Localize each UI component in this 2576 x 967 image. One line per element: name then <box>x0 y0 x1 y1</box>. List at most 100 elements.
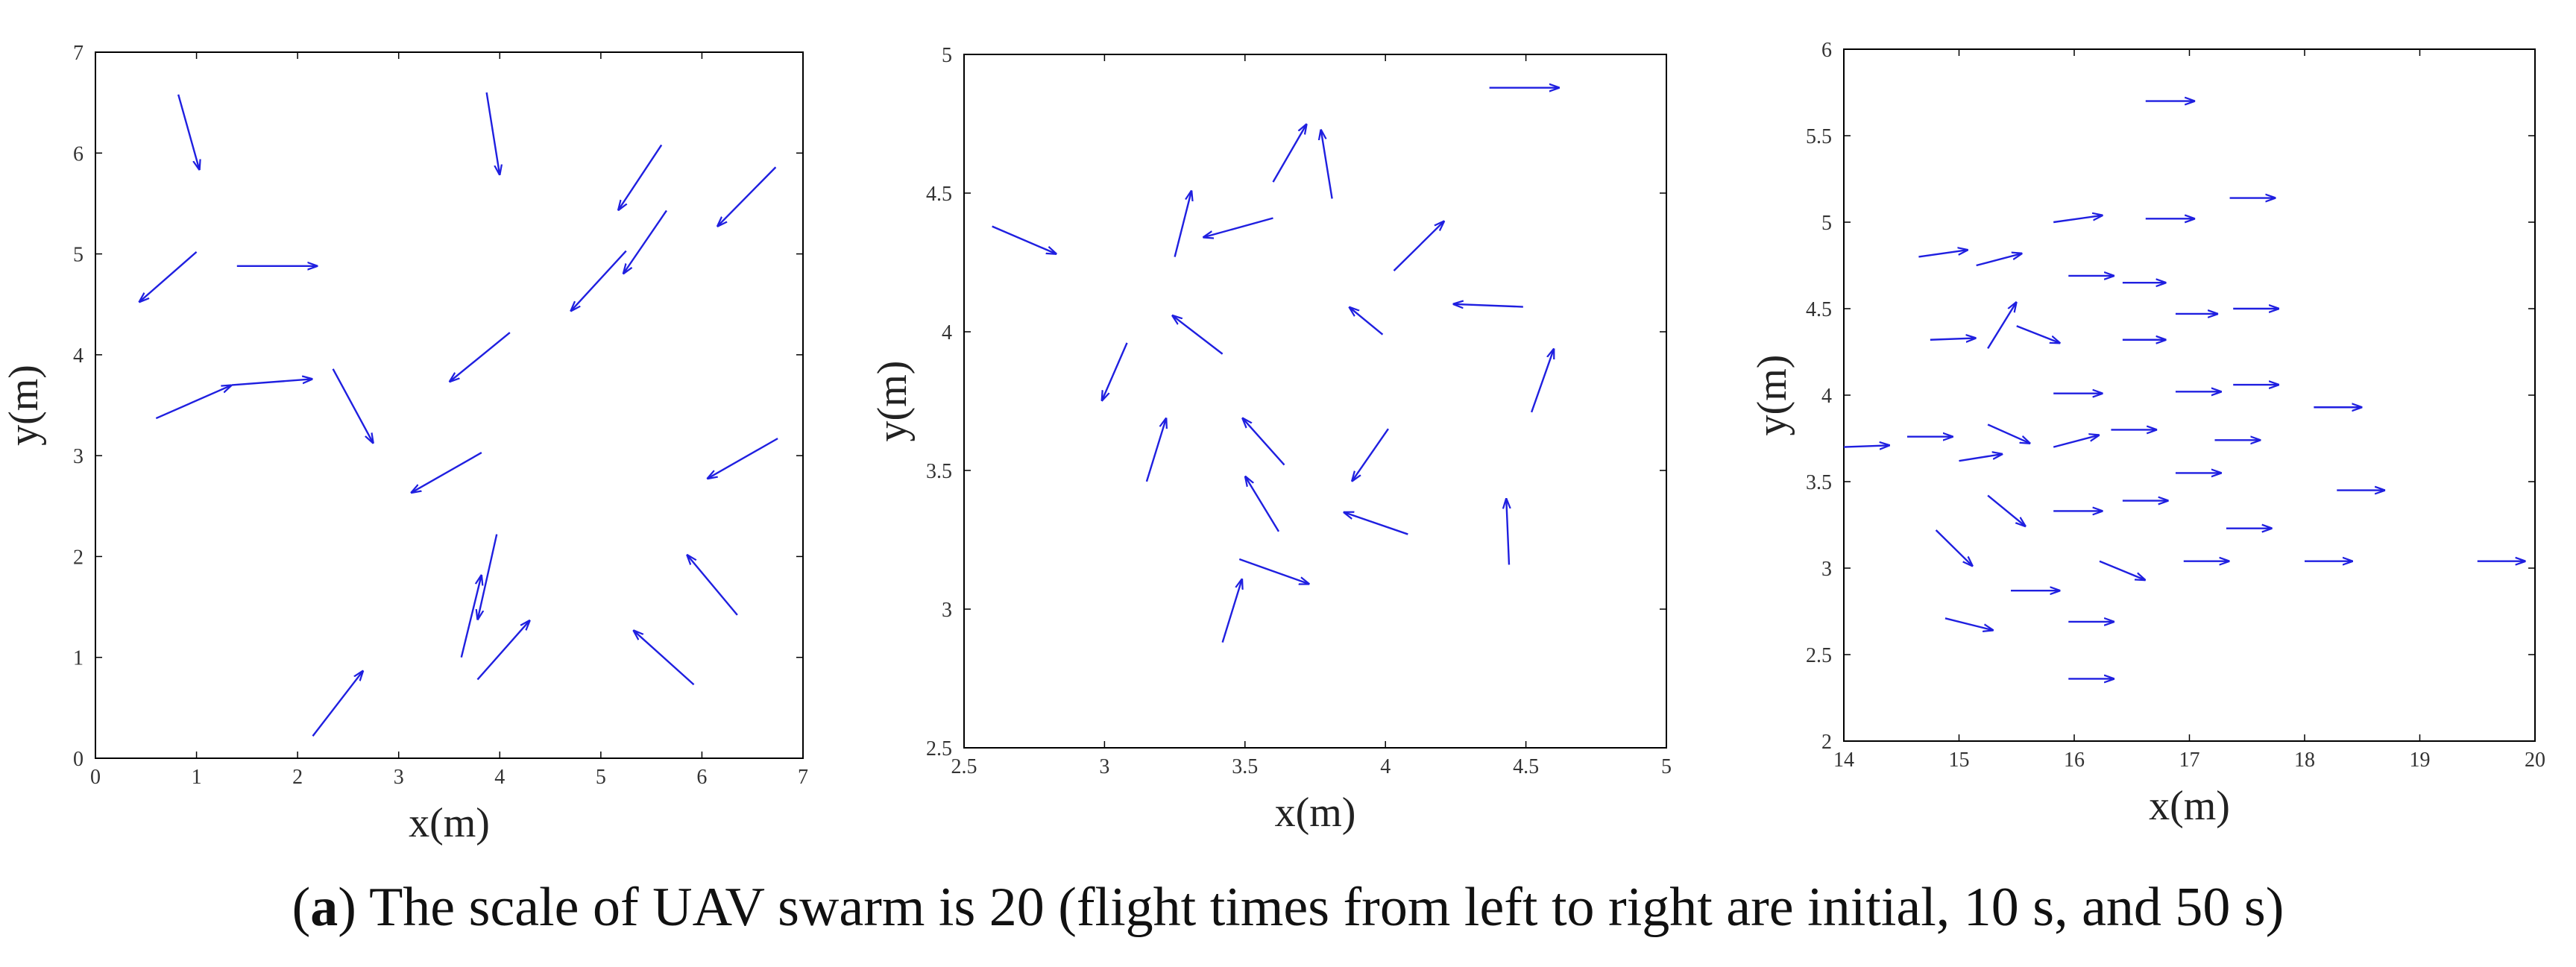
uav-velocity-arrow <box>1145 418 1166 482</box>
y-tick-label: 6 <box>1821 39 1832 62</box>
x-tick-label: 0 <box>90 766 101 789</box>
y-tick-label: 3 <box>942 599 952 622</box>
caption-text: The scale of UAV swarm is 20 (flight tim… <box>356 877 2284 938</box>
uav-velocity-arrow <box>1987 302 2017 349</box>
x-tick-label: 1 <box>192 766 202 789</box>
uav-velocity-arrow <box>177 94 199 170</box>
x-tick-label: 5 <box>596 766 606 789</box>
x-tick-label: 16 <box>2064 749 2085 772</box>
uav-velocity-arrow <box>1102 342 1128 401</box>
y-tick-label: 3 <box>1821 558 1832 581</box>
uav-velocity-arrow <box>1349 307 1384 336</box>
uav-velocity-arrow <box>155 385 232 420</box>
x-tick-label: 6 <box>696 766 707 789</box>
y-tick-label: 7 <box>73 42 84 65</box>
uav-velocity-arrow <box>460 575 482 658</box>
uav-velocity-arrow <box>1393 221 1445 272</box>
uav-velocity-arrow <box>1935 529 1973 567</box>
y-tick-label: 2.5 <box>926 737 952 760</box>
y-tick-label: 2 <box>1821 731 1832 754</box>
y-tick-label: 4.5 <box>1806 298 1832 321</box>
uav-velocity-arrow <box>2053 215 2103 224</box>
y-tick-label: 4.5 <box>926 183 952 206</box>
uav-velocity-arrow <box>1272 124 1306 183</box>
uav-velocity-arrow <box>139 251 198 303</box>
uav-velocity-arrow <box>1959 454 2003 462</box>
x-axis-label: x(m) <box>2149 783 2230 829</box>
x-tick-label: 3 <box>394 766 404 789</box>
uav-velocity-arrow <box>1843 445 1890 447</box>
y-tick-label: 4 <box>1821 385 1832 408</box>
y-tick-label: 5.5 <box>1806 125 1832 148</box>
x-tick-label: 17 <box>2179 749 2200 772</box>
uav-velocity-arrow <box>1242 418 1285 466</box>
uav-velocity-arrow <box>1930 338 1977 339</box>
x-tick-label: 2 <box>292 766 303 789</box>
caption-label: (a) <box>292 877 356 938</box>
uav-velocity-arrow <box>231 379 312 386</box>
uav-velocity-arrow <box>1506 498 1509 565</box>
plot-frame-10s <box>963 54 1667 749</box>
x-tick-label: 7 <box>798 766 808 789</box>
y-tick-label: 5 <box>942 44 952 67</box>
figure-caption: (a) The scale of UAV swarm is 20 (flight… <box>0 876 2576 939</box>
uav-velocity-arrow <box>1987 494 2026 527</box>
uav-velocity-arrow <box>992 225 1057 254</box>
uav-velocity-arrow <box>1918 250 1968 258</box>
plot-frame-50s <box>1843 48 2536 742</box>
uav-velocity-arrow <box>477 534 498 620</box>
y-tick-label: 3.5 <box>926 460 952 483</box>
uav-velocity-arrow <box>411 452 482 493</box>
y-tick-label: 0 <box>73 748 84 771</box>
y-axis-label: y(m) <box>1 365 47 446</box>
uav-velocity-arrow <box>1987 423 2030 444</box>
uav-velocity-arrow <box>1453 304 1523 307</box>
y-tick-label: 5 <box>73 244 84 267</box>
y-tick-label: 1 <box>73 647 84 670</box>
uav-velocity-arrow <box>570 250 627 312</box>
uav-velocity-arrow <box>2016 325 2061 343</box>
uav-velocity-arrow <box>2099 560 2146 581</box>
uav-velocity-arrow <box>623 210 667 274</box>
y-tick-label: 2 <box>73 546 84 569</box>
x-tick-label: 3 <box>1099 755 1109 778</box>
y-tick-label: 5 <box>1821 212 1832 235</box>
y-tick-label: 4 <box>73 344 84 368</box>
uav-velocity-arrow <box>1238 558 1309 584</box>
x-tick-label: 18 <box>2294 749 2315 772</box>
uav-velocity-arrow <box>687 555 738 616</box>
uav-velocity-arrow <box>707 438 778 479</box>
uav-velocity-arrow <box>1174 190 1192 257</box>
x-axis-label: x(m) <box>1275 790 1356 836</box>
chart-panel-initial: 0 1 2 3 4 5 6 7 0 1 2 3 4 5 6 7 x(m) y(m) <box>1 42 808 846</box>
x-tick-label: 4 <box>1380 755 1391 778</box>
x-axis-label: x(m) <box>409 800 490 846</box>
y-tick-label: 2.5 <box>1806 644 1832 667</box>
uav-velocity-arrow <box>633 630 695 686</box>
x-tick-label: 3.5 <box>1232 755 1258 778</box>
x-tick-label: 5 <box>1661 755 1672 778</box>
uav-velocity-arrow <box>450 332 511 382</box>
y-axis-label: y(m) <box>1749 355 1795 436</box>
x-tick-label: 20 <box>2525 749 2545 772</box>
uav-velocity-arrow <box>332 368 374 444</box>
chart-panel-50s: 14 15 16 17 18 19 20 2 2.5 3 3.5 4 4.5 5 5.5 6 x(m) y(m) <box>1749 39 2545 829</box>
y-tick-label: 3 <box>73 445 84 468</box>
y-tick-label: 4 <box>942 321 952 344</box>
uav-velocity-arrow <box>717 166 777 227</box>
uav-velocity-arrow <box>1344 512 1408 535</box>
caption-letter: a <box>310 877 338 938</box>
uav-velocity-arrow <box>1203 217 1273 237</box>
uav-velocity-arrow <box>1321 129 1333 199</box>
uav-velocity-arrow <box>1172 315 1224 355</box>
plot-frame-initial <box>95 51 804 759</box>
uav-velocity-arrow <box>485 92 500 175</box>
uav-velocity-arrow <box>1944 617 1994 630</box>
chart-panel-10s: 2.5 3 3.5 4 4.5 5 2.5 3 3.5 4 4.5 5 x(m) y(m) <box>869 44 1672 836</box>
uav-velocity-arrow <box>1245 476 1280 532</box>
uav-velocity-arrow <box>1352 428 1389 482</box>
uav-velocity-arrow <box>2053 435 2100 448</box>
uav-velocity-arrow <box>1976 253 2023 267</box>
y-tick-label: 6 <box>73 142 84 166</box>
